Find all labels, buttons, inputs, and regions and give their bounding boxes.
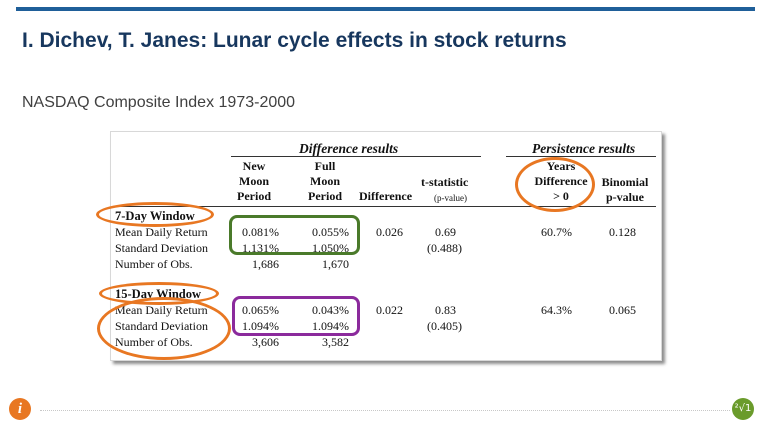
section-difference-results: Difference results — [299, 141, 399, 156]
section-persistence-results: Persistence results — [532, 141, 636, 156]
cell-difference: 0.026 — [376, 225, 403, 239]
cell-years: 60.7% — [541, 225, 572, 239]
top-accent-bar — [16, 7, 755, 11]
cell-full-moon: 0.043% — [312, 303, 349, 317]
col-full-moon: Full Moon Period — [308, 159, 342, 203]
cell-new-moon: 0.065% — [242, 303, 279, 317]
cell-difference: 0.022 — [376, 303, 403, 317]
footer-divider — [40, 410, 730, 411]
row-label: Standard Deviation — [115, 241, 208, 255]
cell-new-moon: 1,686 — [252, 257, 279, 271]
header-rule — [506, 156, 656, 157]
cell-full-moon: 0.055% — [312, 225, 349, 239]
header-bottom-rule — [115, 206, 656, 207]
cell-binomial: 0.065 — [609, 303, 636, 317]
col-tstat: t-statistic — [421, 175, 469, 189]
highlight-oval-7day — [96, 202, 214, 227]
col-new-moon: New Moon Period — [237, 159, 271, 203]
cell-full-moon: 3,582 — [322, 335, 349, 349]
highlight-oval-years — [515, 157, 595, 212]
cell-binomial: 0.128 — [609, 225, 636, 239]
root-badge-icon: ²√1 — [732, 398, 754, 420]
highlight-box-15day-values — [232, 296, 360, 336]
info-i-icon: i — [9, 398, 31, 420]
slide-subtitle: NASDAQ Composite Index 1973-2000 — [22, 94, 296, 111]
slide-title: I. Dichev, T. Janes: Lunar cycle effects… — [22, 29, 567, 52]
cell-full-moon: 1,670 — [322, 257, 349, 271]
highlight-oval-15day-rows — [97, 297, 231, 360]
col-tstat-sub: (p-value) — [434, 193, 467, 203]
cell-years: 64.3% — [541, 303, 572, 317]
col-difference: Difference — [359, 189, 413, 203]
cell-pvalue: (0.405) — [427, 319, 462, 333]
header-rule — [231, 156, 481, 157]
cell-new-moon: 1.131% — [242, 241, 279, 255]
row-label: Mean Daily Return — [115, 225, 208, 239]
cell-tstat: 0.83 — [435, 303, 456, 317]
cell-new-moon: 1.094% — [242, 319, 279, 333]
cell-new-moon: 0.081% — [242, 225, 279, 239]
cell-tstat: 0.69 — [435, 225, 456, 239]
col-binomial: Binomial p-value — [601, 175, 649, 204]
cell-new-moon: 3,606 — [252, 335, 279, 349]
row-label: Number of Obs. — [115, 257, 193, 271]
cell-full-moon: 1.094% — [312, 319, 349, 333]
cell-full-moon: 1.050% — [312, 241, 349, 255]
highlight-box-7day-values — [229, 215, 360, 255]
cell-pvalue: (0.488) — [427, 241, 462, 255]
